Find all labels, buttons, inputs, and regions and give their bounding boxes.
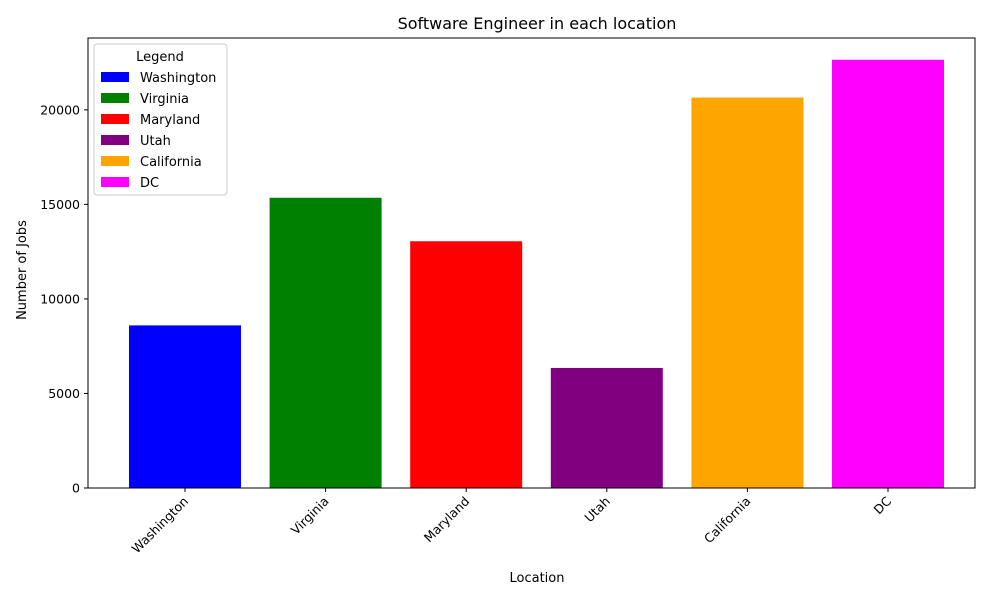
y-tick-label: 20000 [40, 102, 80, 117]
legend-title: Legend [136, 50, 184, 65]
y-tick-label: 15000 [40, 197, 80, 212]
legend-swatch-dc [101, 177, 129, 187]
x-tick-label: Virginia [288, 494, 332, 538]
legend-label-virginia: Virginia [140, 92, 189, 107]
bar-washington [129, 325, 241, 488]
bar-virginia [269, 197, 382, 488]
legend-label-maryland: Maryland [140, 113, 200, 128]
legend-label-utah: Utah [140, 134, 171, 149]
chart-title: Software Engineer in each location [398, 14, 677, 33]
bar-maryland [410, 241, 523, 488]
bar-california [691, 97, 804, 488]
bars-group [129, 59, 944, 488]
x-tick-label: Maryland [421, 494, 473, 546]
plot-frame [87, 37, 976, 489]
y-tick-label: 5000 [48, 386, 80, 401]
legend-label-california: California [140, 155, 202, 170]
legend-swatch-california [101, 156, 129, 166]
legend-swatch-maryland [101, 114, 129, 124]
legend-swatch-utah [101, 135, 129, 145]
legend-label-dc: DC [140, 176, 159, 191]
legend: Legend Washington Virginia Maryland Utah Cal… [93, 43, 228, 196]
x-axis-ticks: Washington Virginia Maryland Utah California… [129, 488, 895, 557]
y-tick-label: 10000 [40, 291, 80, 306]
legend-swatch-virginia [101, 93, 129, 103]
y-axis-ticks: 0 5000 10000 15000 20000 [40, 102, 88, 496]
x-axis-label: Location [510, 571, 565, 586]
y-axis-label: Number of Jobs [15, 220, 30, 320]
legend-label-washington: Washington [140, 71, 216, 86]
x-tick-label: Utah [581, 494, 613, 526]
bar-dc [832, 59, 944, 488]
x-tick-label: California [701, 494, 754, 547]
legend-swatch-washington [101, 72, 129, 82]
y-tick-label: 0 [72, 481, 80, 496]
x-tick-label: DC [871, 493, 895, 517]
bar-utah [550, 367, 663, 488]
x-tick-label: Washington [129, 494, 192, 557]
legend-entries: Washington Virginia Maryland Utah California… [101, 71, 216, 191]
